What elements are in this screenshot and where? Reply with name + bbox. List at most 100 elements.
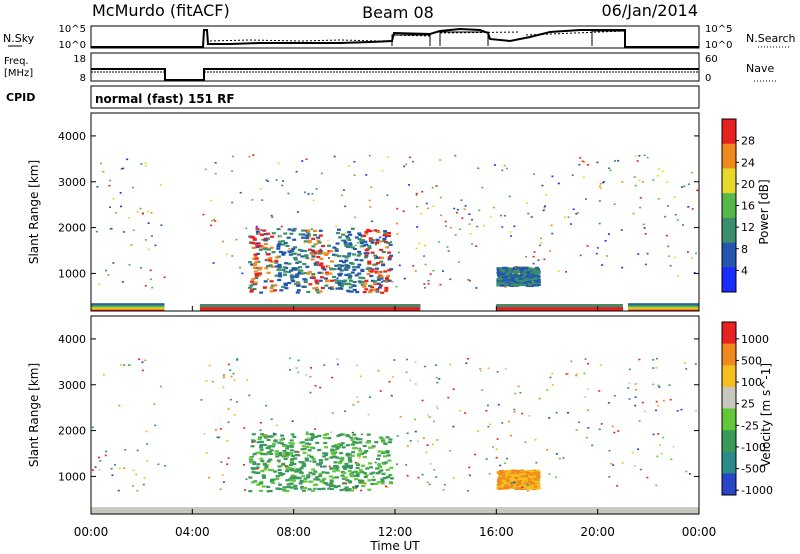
power-cell — [249, 284, 254, 287]
velocity-cell — [505, 473, 510, 477]
power-speckle — [415, 192, 418, 195]
power-cell — [527, 267, 532, 270]
power-speckle — [336, 277, 339, 279]
power-cell — [277, 240, 282, 243]
power-cell — [285, 244, 290, 248]
velocity-cell — [364, 450, 369, 453]
power-speckle — [353, 281, 356, 283]
power-colorbar-swatch — [722, 193, 736, 219]
power-speckle — [447, 250, 450, 252]
power-speckle — [360, 235, 363, 238]
power-ground-band — [628, 303, 699, 305]
velocity-speckle — [466, 358, 469, 360]
velocity-speckle — [390, 394, 393, 397]
power-speckle — [354, 216, 357, 219]
power-speckle — [344, 232, 347, 234]
power-cell — [380, 291, 385, 294]
power-cell — [297, 269, 302, 272]
nave-label: Nave — [746, 62, 774, 75]
velocity-cell — [370, 482, 375, 486]
velocity-cell — [300, 486, 305, 489]
power-cell — [523, 273, 528, 276]
velocity-speckle — [425, 451, 428, 454]
power-speckle — [667, 255, 670, 258]
power-cell — [262, 229, 267, 232]
power-speckle — [163, 276, 166, 279]
velocity-cell — [317, 463, 322, 466]
power-cell — [378, 284, 383, 287]
cpid-text: normal (fast) 151 RF — [95, 92, 235, 106]
power-speckle — [381, 281, 384, 283]
power-speckle — [110, 228, 113, 230]
power-speckle — [395, 285, 398, 288]
velocity-cell — [345, 452, 350, 455]
power-speckle — [481, 186, 484, 189]
velocity-cell — [340, 458, 345, 462]
power-cell — [289, 274, 294, 277]
power-cell — [283, 282, 288, 285]
velocity-cell — [319, 480, 324, 483]
power-speckle — [667, 245, 670, 248]
velocity-speckle — [598, 390, 601, 392]
power-cell — [320, 286, 325, 290]
power-cell — [277, 265, 282, 268]
velocity-cell — [350, 454, 355, 457]
power-cell — [263, 242, 268, 246]
velocity-cell — [256, 483, 261, 486]
velocity-cell — [371, 445, 376, 448]
velocity-cell — [532, 487, 537, 491]
velocity-cell — [507, 482, 512, 485]
velocity-cell — [376, 457, 381, 461]
power-cell — [531, 282, 536, 285]
velocity-colorbar-swatch — [722, 473, 736, 496]
velocity-cell — [509, 475, 514, 478]
velocity-cell — [309, 455, 314, 458]
velocity-cell — [248, 490, 253, 493]
velocity-speckle — [118, 404, 121, 407]
velocity-cell — [258, 451, 263, 454]
velocity-speckle — [468, 473, 471, 476]
power-cell — [367, 246, 372, 250]
power-cell — [338, 266, 343, 269]
power-speckle — [551, 232, 554, 235]
velocity-speckle — [409, 440, 412, 442]
velocity-cell — [360, 452, 365, 455]
power-cell — [253, 255, 258, 258]
power-cell — [250, 280, 255, 283]
freq-trace — [91, 68, 699, 81]
velocity-speckle — [524, 441, 527, 443]
velocity-cell — [325, 433, 330, 436]
power-y-tick-label: 3000 — [58, 176, 86, 189]
velocity-cell — [519, 469, 524, 472]
power-colorbar-swatch — [722, 168, 736, 194]
velocity-cell — [371, 478, 376, 481]
power-cell — [501, 272, 506, 275]
velocity-speckle — [536, 479, 539, 481]
power-speckle — [418, 242, 421, 245]
velocity-speckle — [613, 431, 616, 434]
power-cell — [274, 274, 279, 277]
velocity-cell — [383, 461, 388, 464]
velocity-cell — [342, 471, 347, 475]
power-cell — [306, 232, 311, 235]
power-cell — [325, 279, 330, 282]
power-cell — [375, 238, 380, 241]
power-speckle — [287, 192, 290, 195]
velocity-speckle — [414, 430, 417, 433]
power-speckle — [694, 252, 697, 255]
power-speckle — [412, 160, 415, 163]
power-cell — [290, 278, 295, 281]
power-cell — [347, 245, 352, 248]
velocity-speckle — [244, 489, 247, 491]
power-cell — [376, 282, 381, 285]
velocity-cell — [374, 441, 379, 444]
velocity-cell — [334, 467, 339, 470]
velocity-cell — [275, 455, 280, 458]
power-speckle — [676, 275, 679, 277]
velocity-speckle — [236, 359, 239, 361]
power-cell — [365, 252, 370, 255]
velocity-cell — [285, 468, 290, 472]
power-speckle — [652, 179, 655, 181]
power-cell — [374, 267, 379, 270]
velocity-cell — [275, 477, 280, 481]
